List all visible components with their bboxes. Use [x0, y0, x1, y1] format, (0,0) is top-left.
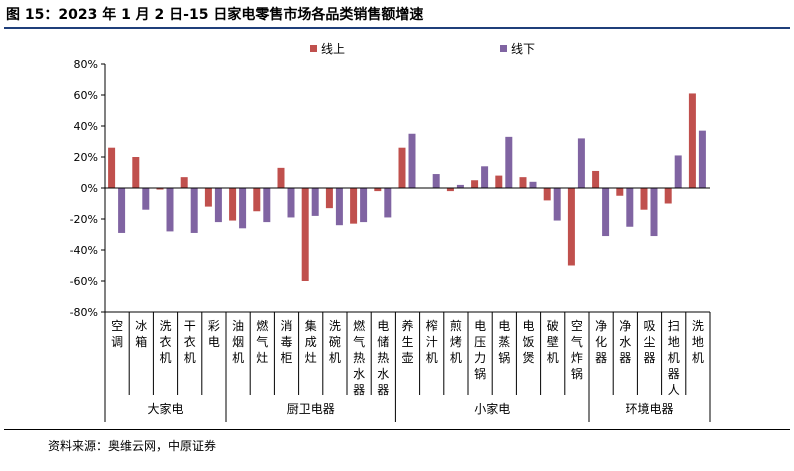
- legend-swatch: [310, 45, 317, 52]
- category-label: 空气炸锅: [571, 319, 583, 381]
- bar-online: [229, 188, 237, 221]
- bar-offline: [287, 188, 295, 218]
- y-tick-label: -60%: [70, 275, 98, 288]
- title-divider: [4, 27, 790, 29]
- bar-online: [688, 93, 696, 188]
- group-label: 小家电: [474, 401, 510, 416]
- bar-online: [471, 180, 479, 188]
- bar-offline: [529, 181, 537, 188]
- bar-online: [495, 175, 503, 188]
- chart-title: 图 15：2023 年 1 月 2 日-15 日家电零售市场各品类销售额增速: [6, 7, 424, 23]
- category-label: 彩电: [208, 319, 220, 349]
- legend-label: 线下: [511, 42, 535, 56]
- category-label: 消毒柜: [280, 319, 292, 365]
- category-label: 干衣机: [184, 319, 196, 365]
- category-label: 榨汁机: [426, 318, 438, 365]
- y-tick-label: 40%: [74, 120, 98, 133]
- bar-online: [592, 170, 600, 188]
- bar-online: [398, 147, 406, 188]
- bar-online: [616, 188, 624, 196]
- category-label: 净水器: [619, 319, 631, 365]
- legend-swatch: [500, 45, 507, 52]
- category-label: 电压力锅: [474, 319, 486, 381]
- bar-online: [350, 188, 358, 224]
- category-label: 洗衣机: [159, 319, 171, 365]
- bar-online: [301, 188, 309, 281]
- bar-offline: [360, 188, 368, 223]
- y-tick-label: 80%: [74, 58, 98, 71]
- bar-offline: [263, 188, 271, 223]
- group-label: 环境电器: [625, 401, 673, 416]
- bar-offline: [432, 174, 440, 188]
- bar-online: [640, 188, 648, 210]
- bar-online: [253, 188, 261, 212]
- bar-offline: [674, 155, 682, 188]
- y-tick-label: 60%: [74, 89, 98, 102]
- footer-divider: [4, 429, 790, 430]
- bar-offline: [214, 188, 222, 223]
- category-label: 电储热水器: [377, 319, 389, 397]
- y-tick-label: -20%: [70, 213, 98, 226]
- group-label: 厨卫电器: [287, 402, 335, 416]
- bar-online: [374, 188, 382, 192]
- bar-offline: [650, 188, 658, 237]
- bar-offline: [311, 188, 319, 216]
- category-label: 电饭煲: [522, 319, 534, 365]
- category-label: 煎烤机: [450, 318, 462, 365]
- bar-offline: [190, 188, 198, 233]
- bar-online: [132, 157, 140, 188]
- category-label: 养生壶: [401, 318, 413, 365]
- category-label: 冰箱: [135, 319, 147, 349]
- bar-offline: [239, 188, 247, 229]
- bar-online: [108, 147, 116, 188]
- bar-offline: [408, 133, 416, 188]
- category-label: 集成灶: [305, 318, 317, 365]
- category-label: 洗碗机: [329, 319, 341, 365]
- bar-offline: [626, 188, 634, 227]
- y-tick-label: 20%: [74, 151, 98, 164]
- category-label: 扫地机器人: [668, 319, 680, 397]
- y-tick-label: 0%: [81, 182, 98, 195]
- bar-online: [325, 188, 333, 209]
- bar-offline: [456, 184, 464, 188]
- category-label: 洗地机: [692, 319, 704, 365]
- bar-online: [277, 167, 285, 188]
- bar-online: [664, 188, 672, 204]
- group-label: 大家电: [147, 401, 183, 416]
- bar-online: [567, 188, 575, 266]
- bar-offline: [505, 136, 513, 188]
- bar-online: [180, 177, 188, 188]
- category-label: 电蒸锅: [498, 319, 510, 365]
- bar-offline: [602, 188, 610, 237]
- bar-online: [156, 188, 164, 190]
- bar-online: [519, 177, 527, 188]
- y-tick-label: -40%: [70, 244, 98, 257]
- category-label: 油烟机: [232, 319, 244, 365]
- bar-offline: [553, 188, 561, 221]
- source-note: 资料来源：奥维云网，中原证券: [48, 439, 217, 453]
- bar-offline: [384, 188, 392, 218]
- bar-online: [204, 188, 212, 207]
- bar-online: [543, 188, 551, 201]
- category-label: 燃气热水器: [353, 318, 365, 397]
- bar-offline: [577, 138, 585, 188]
- category-label: 净化器: [595, 319, 607, 365]
- bar-online: [446, 188, 454, 192]
- bar-offline: [142, 188, 150, 210]
- legend-label: 线上: [321, 42, 345, 56]
- bar-offline: [335, 188, 343, 226]
- bar-offline: [166, 188, 174, 232]
- category-label: 破壁机: [547, 318, 559, 365]
- bar-offline: [118, 188, 126, 233]
- category-label: 空调: [111, 319, 123, 349]
- category-label: 吸尘器: [643, 319, 655, 365]
- bar-offline: [481, 166, 489, 188]
- category-label: 燃气灶: [256, 318, 268, 365]
- y-tick-label: -80%: [70, 306, 98, 319]
- bar-offline: [698, 130, 706, 188]
